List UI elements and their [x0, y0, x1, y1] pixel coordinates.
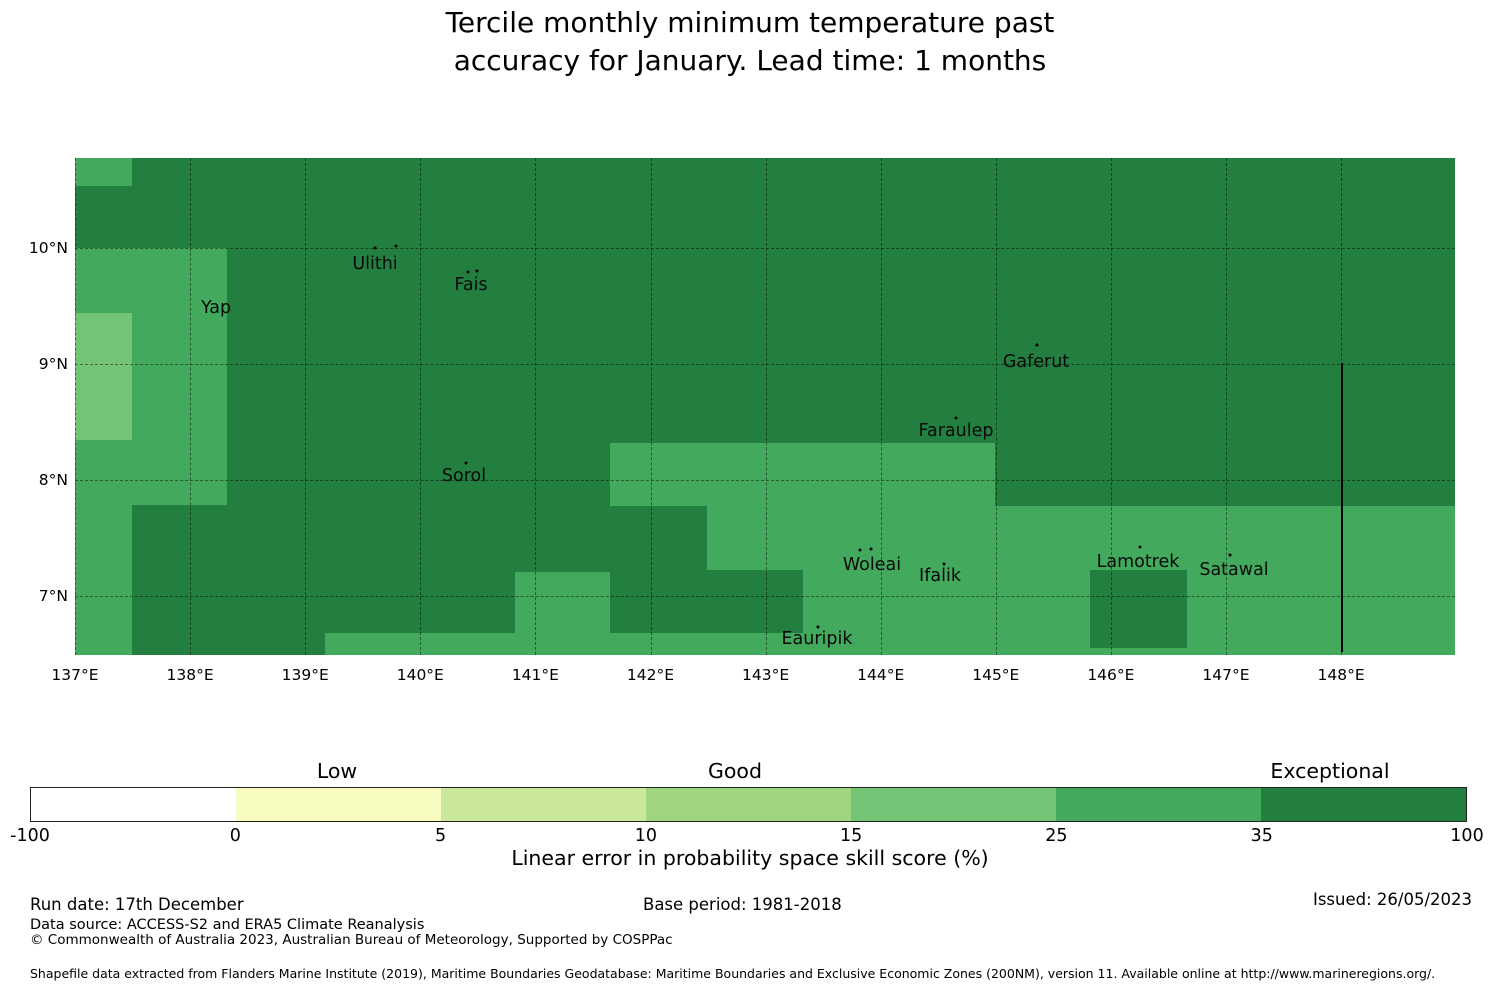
- data-source-text: Data source: ACCESS-S2 and ERA5 Climate …: [30, 917, 425, 933]
- gridline-140°E: [420, 158, 422, 655]
- lat-tick-7°N: 7°N: [38, 587, 68, 605]
- colorbar-axis-title: Linear error in probability space skill …: [511, 846, 989, 870]
- copyright-text: © Commonwealth of Australia 2023, Austra…: [30, 932, 673, 948]
- colorbar-tick-5: 5: [434, 826, 447, 846]
- island-marker-woleai: [869, 547, 873, 551]
- island-marker-sorol: [464, 461, 468, 465]
- figure-title-line1: Tercile monthly minimum temperature past: [445, 6, 1055, 39]
- figure-title-line2: accuracy for January. Lead time: 1 month…: [453, 44, 1047, 77]
- gridline-147°E: [1226, 158, 1227, 655]
- gridline-7°N: [75, 596, 1455, 597]
- colorbar-segment-0to5: [236, 788, 441, 821]
- skill-region-25-35: [803, 570, 1090, 655]
- gridline-8°N: [75, 480, 1455, 481]
- colorbar: [30, 787, 1467, 822]
- lon-tick-139°E: 139°E: [281, 666, 329, 684]
- island-label-lamotrek: Lamotrek: [1096, 552, 1180, 572]
- gridline-10°N: [75, 248, 1455, 249]
- island-marker-eauripik: [816, 625, 820, 629]
- colorbar-tick-100: 100: [1450, 826, 1484, 846]
- colorbar-tick-0: 0: [229, 826, 241, 846]
- lon-tick-146°E: 146°E: [1087, 666, 1135, 684]
- island-label-woleai: Woleai: [842, 555, 902, 575]
- island-label-faraulep: Faraulep: [918, 421, 994, 441]
- lat-tick-8°N: 8°N: [38, 471, 68, 489]
- lon-tick-143°E: 143°E: [742, 666, 790, 684]
- colorbar-tick-35: 35: [1250, 826, 1273, 846]
- lon-tick-140°E: 140°E: [396, 666, 444, 684]
- colorbar-zone-low: Low: [316, 759, 358, 783]
- lon-tick-142°E: 142°E: [626, 666, 675, 684]
- figure-title: Tercile monthly minimum temperature past…: [0, 4, 1500, 80]
- island-marker-fais: [475, 269, 479, 273]
- gridline-144°E: [880, 158, 882, 655]
- run-date-text: Run date: 17th December: [30, 895, 244, 914]
- lon-tick-148°E: 148°E: [1317, 666, 1365, 684]
- island-marker-faraulep: [954, 416, 958, 420]
- colorbar-zone-good: Good: [708, 759, 762, 783]
- gridline-143°E: [765, 158, 767, 655]
- island-label-yap: Yap: [200, 298, 232, 318]
- issued-date-text: Issued: 26/05/2023: [1312, 890, 1472, 909]
- map: Ulithi Fais Yap Gaferut Faraulep Sorol Woleai I…: [75, 158, 1455, 655]
- colorbar-zone-exceptional: Exceptional: [1270, 759, 1390, 783]
- island-marker-fais: [466, 270, 470, 274]
- island-label-fais: Fais: [454, 275, 488, 295]
- island-marker-gaferut: [1035, 343, 1039, 347]
- gridline-138°E: [190, 158, 192, 655]
- eez-boundary-line: [1341, 363, 1343, 652]
- skill-region-25-35: [610, 443, 995, 506]
- island-marker-satawal: [1228, 553, 1232, 557]
- lon-tick-145°E: 145°E: [972, 666, 1020, 684]
- gridline-145°E: [995, 158, 997, 655]
- skill-region-25-35: [1187, 570, 1455, 655]
- lat-tick-10°N: 10°N: [28, 239, 68, 257]
- colorbar-tick-15: 15: [840, 826, 863, 846]
- lon-tick-138°E: 138°E: [166, 666, 214, 684]
- gridline-141°E: [535, 158, 537, 655]
- island-label-sorol: Sorol: [441, 466, 487, 486]
- lon-tick-147°E: 147°E: [1202, 666, 1250, 684]
- lon-tick-141°E: 141°E: [511, 666, 559, 684]
- colorbar-segment-35to100: [1261, 788, 1466, 821]
- island-marker-woleai: [858, 548, 862, 552]
- skill-region-25-35: [1090, 648, 1187, 655]
- base-period-text: Base period: 1981-2018: [643, 895, 842, 914]
- lat-tick-9°N: 9°N: [38, 355, 68, 373]
- shapefile-note-text: Shapefile data extracted from Flanders M…: [30, 966, 1436, 981]
- colorbar-segment-25to35: [1056, 788, 1261, 821]
- gridline-146°E: [1110, 158, 1112, 655]
- gridline-139°E: [305, 158, 307, 655]
- island-label-eauripik: Eauripik: [781, 629, 853, 649]
- colorbar-segment-10to15: [646, 788, 851, 821]
- skill-region-25-35: [325, 633, 803, 655]
- lon-tick-137°E: 137°E: [51, 666, 99, 684]
- gridline-9°N: [75, 364, 1455, 365]
- island-label-ulithi: Ulithi: [352, 254, 398, 274]
- colorbar-tick-25: 25: [1045, 826, 1068, 846]
- island-label-gaferut: Gaferut: [1002, 352, 1070, 372]
- colorbar-tick--100: -100: [10, 826, 50, 846]
- island-marker-ulithi: [373, 246, 377, 250]
- colorbar-segment-15to25: [851, 788, 1056, 821]
- skill-region-25-35: [75, 505, 132, 655]
- gridline-137°E: [75, 158, 76, 655]
- island-label-satawal: Satawal: [1199, 560, 1269, 580]
- colorbar-segment-5to10: [441, 788, 646, 821]
- island-marker-ifalik: [942, 562, 946, 566]
- gridline-142°E: [650, 158, 652, 655]
- skill-region-15-25: [75, 313, 132, 440]
- skill-region-25-35: [707, 506, 1455, 570]
- lon-tick-144°E: 144°E: [857, 666, 905, 684]
- colorbar-tick-10: 10: [634, 826, 657, 846]
- island-marker-ulithi: [394, 244, 398, 248]
- skill-region-25-35: [515, 572, 610, 633]
- island-label-ifalik: Ifalik: [919, 566, 961, 586]
- skill-region-25-35: [75, 158, 132, 186]
- colorbar-segment--100to0: [31, 788, 236, 821]
- island-marker-lamotrek: [1138, 545, 1142, 549]
